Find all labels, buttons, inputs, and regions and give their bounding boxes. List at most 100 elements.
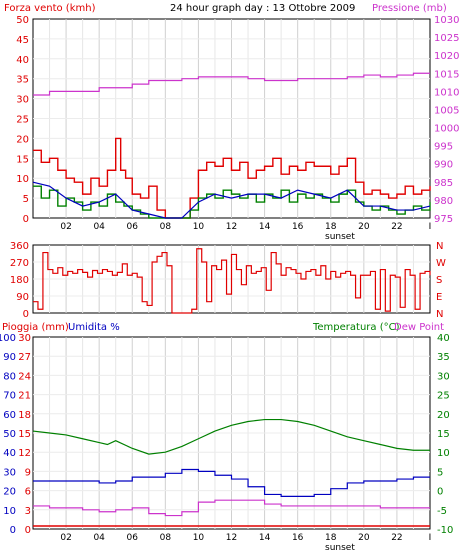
rain-y-tick-label: 24	[18, 371, 31, 382]
pressure-y-tick-label: 1025	[434, 33, 459, 44]
rain-y-tick-label: 21	[18, 391, 31, 402]
rain-y-tick-label: 9	[25, 467, 31, 478]
pressure-series-line	[33, 72, 430, 96]
wind-y-tick-label: 45	[16, 35, 29, 46]
temp-humidity-panel: 0102030405060708090100036912151821242730…	[0, 333, 453, 543]
temp-x-tick-label: 20	[358, 533, 370, 543]
compass-y-tick-label: N	[436, 309, 443, 320]
wind-x-tick-label: 14	[259, 222, 271, 232]
humidity-y-tick-label: 100	[0, 333, 16, 344]
temperature-y-tick-label: 20	[437, 410, 450, 421]
humidity-y-tick-label: 0	[10, 525, 16, 536]
wind-y-tick-label: 50	[16, 15, 29, 26]
pressure-y-tick-label: 995	[434, 142, 453, 153]
rain-y-tick-label: 30	[18, 333, 31, 344]
temp-x-tick-label: 14	[259, 533, 271, 543]
wind-x-tick-label: 16	[292, 222, 304, 232]
temperature-y-tick-label: 0	[437, 487, 443, 498]
wind-direction-series-line	[33, 248, 431, 314]
pressure-y-tick-label: 975	[434, 214, 453, 225]
wind-x-tick-label: 12	[226, 222, 237, 232]
temperature-y-tick-label: -5	[437, 506, 447, 517]
temp-x-tick-label: 22	[391, 533, 402, 543]
humidity-y-tick-label: 70	[3, 391, 16, 402]
temperature-y-tick-label: 30	[437, 371, 450, 382]
rain-y-tick-label: 12	[18, 448, 31, 459]
compass-y-tick-label: S	[436, 275, 442, 286]
rain-y-tick-label: 0	[25, 525, 31, 536]
compass-y-tick-label: E	[436, 292, 442, 303]
rain-y-tick-label: 15	[18, 429, 31, 440]
dew-point-axis-title: Dew Point	[394, 322, 444, 333]
wind-axis-title: Forza vento (kmh)	[4, 3, 96, 14]
wind-y-tick-label: 5	[23, 194, 29, 205]
temp-x-tick-label: 12	[226, 533, 237, 543]
wind-y-tick-label: 35	[16, 75, 29, 86]
humidity-y-tick-label: 20	[3, 487, 16, 498]
wind-x-tick-label: 02	[60, 222, 71, 232]
wind-y-tick-label: 20	[16, 134, 29, 145]
humidity-y-tick-label: 60	[3, 410, 16, 421]
temp-x-tick-label: 16	[292, 533, 304, 543]
wind-y-tick-label: 40	[16, 55, 29, 66]
wind-x-tick-label: 04	[93, 222, 105, 232]
pressure-y-tick-label: 1005	[434, 105, 459, 116]
wind-x-tick-label: I	[429, 222, 432, 232]
pressure-y-tick-label: 990	[434, 160, 453, 171]
wind-pressure-panel: 0510152025303540455097598098599099510001…	[16, 15, 459, 232]
temperature-axis-title: Temperatura (°C)	[312, 322, 400, 333]
chart-title: 24 hour graph day : 13 Ottobre 2009	[170, 3, 355, 14]
direction-y-tick-label: 180	[10, 275, 29, 286]
wind-x-tick-label: 08	[160, 222, 172, 232]
wind-x-tick-label: 20	[358, 222, 370, 232]
temp-x-tick-label: 10	[193, 533, 205, 543]
rain-y-tick-label: 27	[18, 352, 31, 363]
wind-mean-series-line	[32, 181, 431, 219]
temperature-y-tick-label: 15	[437, 429, 450, 440]
direction-y-tick-label: 360	[10, 241, 29, 252]
pressure-y-tick-label: 1010	[434, 87, 459, 98]
temperature-y-tick-label: 10	[437, 448, 450, 459]
direction-y-tick-label: 270	[10, 258, 29, 269]
temp-x-tick-label: 04	[93, 533, 105, 543]
compass-y-tick-label: N	[436, 241, 443, 252]
wind-x-tick-label: 10	[193, 222, 205, 232]
temp-x-tick-label: 02	[60, 533, 71, 543]
sunset-label-1: sunset	[325, 232, 355, 242]
wind-x-tick-label: 06	[127, 222, 139, 232]
wind-x-tick-label: 18	[325, 222, 337, 232]
temp-x-tick-label: 18	[325, 533, 337, 543]
sunset-label-3: sunset	[325, 543, 355, 553]
temperature-y-tick-label: 40	[437, 333, 450, 344]
direction-y-tick-label: 0	[23, 309, 29, 320]
compass-y-tick-label: W	[436, 258, 446, 269]
temp-x-tick-label: 08	[160, 533, 172, 543]
humidity-y-tick-label: 30	[3, 467, 16, 478]
wind-y-tick-label: 15	[16, 154, 29, 165]
temp-x-tick-label: I	[429, 533, 432, 543]
pressure-y-tick-label: 985	[434, 178, 453, 189]
temperature-series-line	[32, 418, 430, 455]
pressure-y-tick-label: 1000	[434, 124, 459, 135]
wind-y-tick-label: 0	[23, 214, 29, 225]
rain-y-tick-label: 3	[25, 506, 31, 517]
humidity-y-tick-label: 50	[3, 429, 16, 440]
pressure-y-tick-label: 1020	[434, 51, 459, 62]
pressure-y-tick-label: 980	[434, 196, 453, 207]
direction-y-tick-label: 90	[16, 292, 29, 303]
temperature-y-tick-label: -10	[437, 525, 453, 536]
temperature-y-tick-label: 35	[437, 352, 450, 363]
pressure-y-tick-label: 1015	[434, 69, 459, 80]
dew-point-series-line	[33, 499, 430, 517]
wind-y-tick-label: 25	[16, 115, 29, 126]
humidity-y-tick-label: 40	[3, 448, 16, 459]
wind-x-tick-label: 22	[391, 222, 402, 232]
rain-y-tick-label: 18	[18, 410, 31, 421]
pressure-axis-title: Pressione (mb)	[372, 3, 447, 14]
wind-y-tick-label: 30	[16, 95, 29, 106]
temp-x-tick-label: 06	[127, 533, 139, 543]
humidity-y-tick-label: 10	[3, 506, 16, 517]
